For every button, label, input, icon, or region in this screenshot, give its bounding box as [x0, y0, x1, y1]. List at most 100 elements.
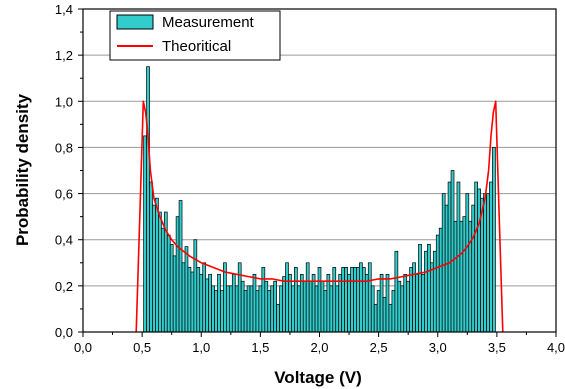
histogram-bar	[166, 234, 171, 333]
histogram-bar	[388, 303, 393, 333]
histogram-bar	[158, 211, 162, 333]
y-tick-label: 0,8	[55, 140, 73, 155]
histogram-bar	[172, 255, 177, 333]
histogram-bar	[208, 273, 212, 333]
histogram-bar	[261, 267, 266, 333]
histogram-bar	[184, 246, 189, 333]
histogram-bar	[335, 285, 340, 333]
histogram-bar	[291, 285, 295, 333]
histogram-bar	[299, 273, 304, 333]
x-tick-label: 0,0	[74, 340, 92, 355]
histogram-bar	[468, 220, 473, 333]
histogram-bar	[356, 267, 360, 333]
histogram-bar	[273, 280, 277, 333]
histogram-bar	[450, 170, 455, 333]
y-tick-label: 1,0	[55, 94, 73, 109]
x-tick-label: 1,5	[251, 340, 269, 355]
histogram-bar	[359, 262, 363, 333]
histogram-bar	[492, 147, 496, 333]
histogram-bar	[447, 181, 452, 333]
histogram-bar	[240, 280, 245, 333]
x-tick-label: 1,0	[192, 340, 210, 355]
x-tick-label: 0,5	[133, 340, 151, 355]
histogram-bar	[418, 243, 422, 333]
histogram-bar	[270, 285, 275, 333]
histogram-bar	[276, 303, 280, 333]
histogram-bar	[430, 262, 434, 333]
histogram-bar	[249, 285, 254, 333]
histogram-bar	[146, 66, 150, 333]
histogram-bar	[459, 220, 464, 333]
histogram-bar	[205, 278, 209, 333]
histogram-bar	[279, 285, 283, 333]
histogram-bar	[379, 273, 384, 333]
y-tick-label: 0,2	[55, 279, 73, 294]
histogram-bar	[193, 239, 198, 333]
histogram-bar	[415, 273, 419, 333]
histogram-bar	[409, 267, 413, 333]
histogram-bar	[243, 290, 248, 333]
x-axis-title: Voltage (V)	[274, 368, 362, 387]
histogram-bar	[190, 271, 195, 333]
histogram-bar	[347, 273, 351, 333]
histogram-bar	[427, 243, 431, 333]
histogram-bar	[362, 267, 366, 333]
histogram-bar	[385, 273, 390, 333]
histogram-bar	[373, 303, 378, 333]
x-tick-label: 3,0	[429, 340, 447, 355]
histogram-bar	[237, 262, 242, 333]
histogram-bar	[202, 262, 207, 333]
histogram-bar	[252, 273, 257, 333]
histogram-bar	[471, 204, 476, 333]
histogram-bar	[435, 234, 440, 333]
histogram-bar	[320, 280, 325, 333]
histogram-bar	[338, 273, 343, 333]
histogram-bar	[341, 267, 345, 333]
histogram-bar	[326, 273, 331, 333]
histogram-bar	[412, 262, 416, 333]
histogram-bar	[486, 193, 490, 333]
histogram-bar	[403, 273, 408, 333]
histogram-bar	[441, 193, 446, 333]
histogram-bar	[462, 216, 467, 333]
x-tick-label: 2,0	[310, 340, 328, 355]
y-tick-label: 1,4	[55, 2, 73, 17]
histogram-bar	[143, 135, 147, 333]
histogram-bar	[489, 181, 493, 333]
histogram-bar	[155, 197, 159, 333]
histogram-bar	[175, 216, 180, 333]
histogram-bar	[353, 267, 357, 333]
histogram-bar	[160, 227, 165, 333]
histogram-bar	[367, 262, 372, 333]
y-tick-label: 0,4	[55, 233, 73, 248]
y-tick-label: 0,6	[55, 187, 73, 202]
histogram-bar	[217, 273, 221, 333]
legend-label-measurement: Measurement	[162, 14, 255, 31]
histogram-bar	[149, 181, 153, 333]
histogram-bar	[199, 273, 204, 333]
y-tick-label: 1,2	[55, 48, 73, 63]
histogram-bar	[370, 285, 375, 333]
histogram-bar	[305, 262, 310, 333]
histogram-bar	[477, 188, 481, 333]
histogram-bar	[474, 181, 479, 333]
histogram-bar	[220, 290, 224, 333]
histogram-bar	[314, 285, 319, 333]
histogram-bar	[169, 243, 174, 333]
histogram-bar	[152, 204, 156, 333]
x-tick-label: 4,0	[547, 340, 565, 355]
histogram-bar	[323, 290, 328, 333]
histogram-bar	[317, 267, 322, 333]
histogram-bar	[288, 273, 292, 333]
histogram-bar	[264, 280, 269, 333]
histogram-bar	[294, 267, 298, 333]
histogram-bar	[465, 193, 470, 333]
histogram-bar	[394, 250, 399, 333]
histogram-bar	[258, 285, 263, 333]
histogram-bar	[438, 227, 443, 333]
histogram-bar	[344, 267, 348, 333]
legend-swatch-measurement	[116, 14, 154, 30]
theoretical-curve-layer	[135, 100, 504, 333]
histogram-bar	[311, 273, 316, 333]
